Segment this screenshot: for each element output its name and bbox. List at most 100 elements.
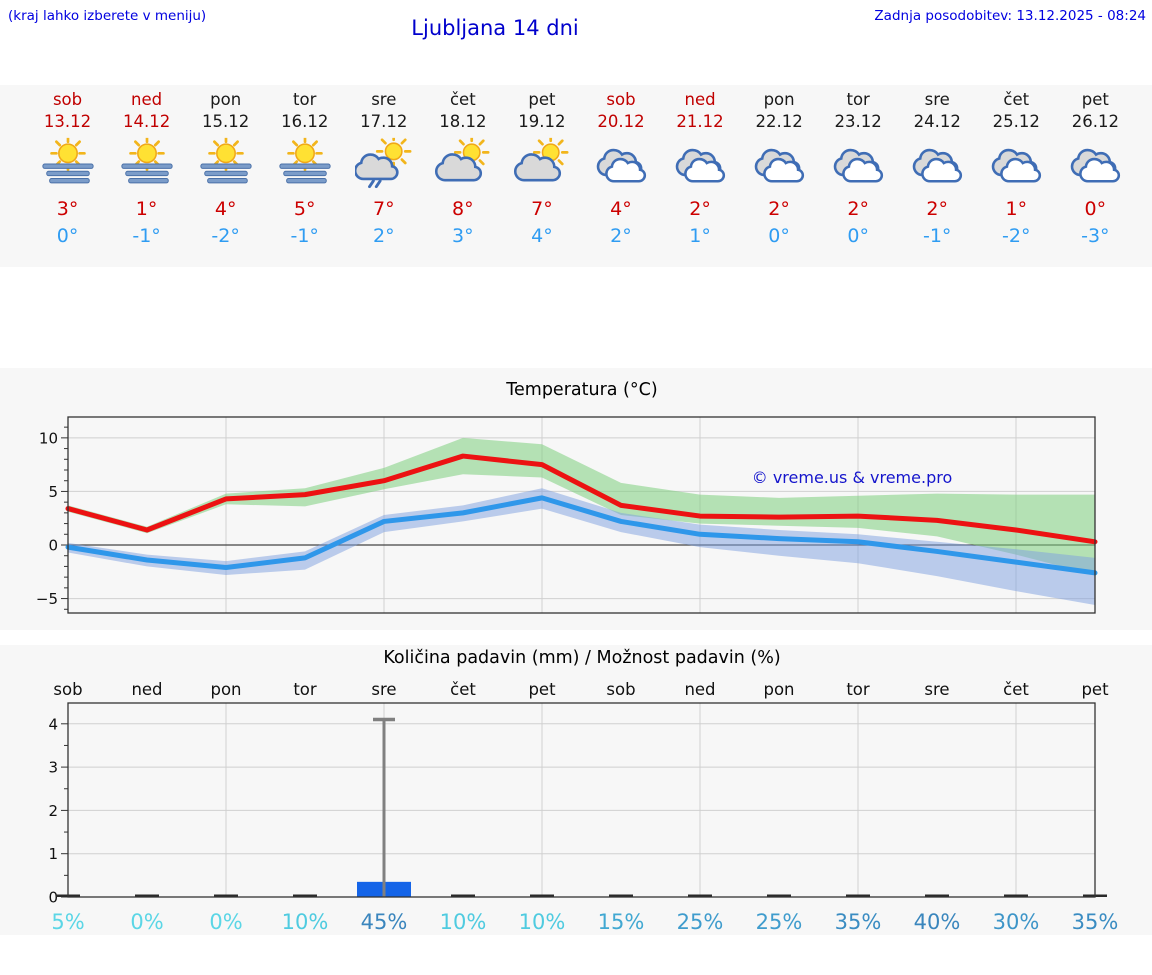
day-date: 14.12 [122, 112, 171, 131]
precipitation-section: Količina padavin (mm) / Možnost padavin … [0, 645, 1152, 935]
page-title: Ljubljana 14 dni [411, 16, 579, 40]
precip-probability-label: 0% [130, 910, 163, 934]
forecast-day[interactable]: pet 26.12 0° -3° [1056, 89, 1135, 251]
y-axis-tick-label: 2 [48, 802, 58, 820]
precipitation-chart-title: Količina padavin (mm) / Možnost padavin … [383, 648, 781, 668]
sun-cloud-icon [502, 135, 581, 193]
low-temp: 4° [531, 225, 553, 247]
y-axis-tick-label: 0 [48, 537, 58, 555]
day-date: 26.12 [1071, 112, 1119, 131]
day-name: sre [924, 90, 950, 109]
forecast-day[interactable]: čet 25.12 1° -2° [977, 89, 1056, 251]
low-temp: -2° [1002, 225, 1031, 247]
day-axis-label: pon [763, 680, 794, 699]
high-temp: 1° [135, 198, 158, 220]
sun-fog-icon [107, 135, 186, 193]
day-axis-label: sre [371, 680, 396, 699]
cloudy-icon [977, 135, 1056, 193]
high-temp: 2° [768, 198, 790, 220]
cloudy-icon [661, 135, 740, 193]
cloudy-icon [1056, 135, 1135, 193]
precip-probability-label: 0% [209, 910, 242, 934]
precip-probability-label: 25% [756, 910, 803, 934]
menu-hint-text: (kraj lahko izberete v meniju) [8, 8, 207, 24]
zero-precipitation-mark [1004, 894, 1028, 897]
cloudy-icon [898, 135, 977, 193]
forecast-day[interactable]: pon 22.12 2° 0° [740, 89, 819, 251]
day-date: 24.12 [913, 112, 961, 131]
cloudy-icon [819, 135, 898, 193]
high-temp: 0° [1084, 198, 1107, 220]
zero-precipitation-mark [451, 894, 475, 897]
precip-probability-label: 10% [440, 910, 487, 934]
zero-precipitation-mark [135, 894, 159, 897]
min-temp-line [65, 495, 1098, 576]
high-temp: 2° [926, 198, 949, 220]
high-temp: 2° [847, 198, 869, 220]
day-name: tor [293, 90, 317, 109]
day-name: čet [449, 90, 476, 109]
high-temp: 4° [214, 198, 237, 220]
day-date: 21.12 [676, 112, 724, 131]
day-name: sob [606, 90, 636, 109]
precip-probability-label: 5% [51, 910, 84, 934]
day-axis-label: tor [293, 680, 317, 699]
y-axis-tick-label: 10 [39, 429, 58, 447]
low-temp: 0° [847, 225, 869, 247]
sun-cloud-icon [423, 135, 502, 193]
forecast-day[interactable]: sre 17.12 7° 2° [344, 89, 423, 251]
forecast-day[interactable]: sob 13.12 3° 0° [28, 89, 107, 251]
temperature-chart-title: Temperatura (°C) [506, 380, 658, 400]
zero-precipitation-mark [925, 894, 949, 897]
watermark-text: © vreme.us & vreme.pro [752, 468, 953, 487]
forecast-day[interactable]: ned 21.12 2° 1° [661, 89, 740, 251]
day-name: sob [52, 90, 83, 109]
forecast-day[interactable]: ned 14.12 1° -1° [107, 89, 186, 251]
low-temp: 3° [452, 225, 474, 247]
low-temp: 0° [56, 225, 79, 247]
high-temp: 4° [610, 198, 632, 220]
precip-probability-label: 15% [598, 910, 645, 934]
day-axis-label: ned [684, 680, 715, 699]
y-axis-tick-label: 5 [48, 483, 58, 501]
day-name: pet [528, 90, 556, 109]
day-name: sre [371, 90, 397, 109]
sun-fog-icon [265, 135, 344, 193]
forecast-day[interactable]: pet 19.12 7° 4° [502, 89, 581, 251]
forecast-day[interactable]: tor 23.12 2° 0° [819, 89, 898, 251]
day-date: 17.12 [360, 112, 408, 131]
day-date: 13.12 [43, 112, 92, 131]
zero-precipitation-mark [846, 894, 870, 897]
day-axis-label: čet [450, 680, 476, 699]
day-name: pon [210, 90, 242, 109]
low-temp: -1° [132, 225, 161, 247]
y-axis-tick-label: 3 [48, 759, 58, 777]
y-axis-tick-label: 0 [48, 889, 58, 907]
high-temp: 1° [1005, 198, 1028, 220]
temperature-section: Temperatura (°C) −5 0 5 10 © vreme.us & vrem… [0, 368, 1152, 630]
precip-probability-label: 10% [519, 910, 566, 934]
day-name: ned [684, 90, 716, 109]
low-temp: 1° [689, 225, 711, 247]
forecast-day[interactable]: pon 15.12 4° -2° [186, 89, 265, 251]
high-temp: 5° [293, 198, 316, 220]
forecast-day[interactable]: čet 18.12 8° 3° [423, 89, 502, 251]
y-axis-tick-label: −5 [36, 590, 58, 608]
y-axis-tick-label: 1 [48, 845, 58, 863]
day-axis-label: sob [53, 680, 82, 699]
day-name: tor [846, 90, 870, 109]
precip-probability-label: 40% [914, 910, 961, 934]
high-temp: 8° [452, 198, 474, 220]
high-temp: 2° [689, 198, 711, 220]
temperature-chart: −5 0 5 10 © vreme.us & vreme.pro [36, 416, 1098, 614]
low-temp: 2° [372, 225, 395, 247]
forecast-day[interactable]: sre 24.12 2° -1° [898, 89, 977, 251]
forecast-day[interactable]: sob 20.12 4° 2° [581, 89, 660, 251]
day-axis-label: čet [1003, 680, 1029, 699]
sun-cloud-rain-icon [344, 135, 423, 193]
forecast-day[interactable]: tor 16.12 5° -1° [265, 89, 344, 251]
day-date: 16.12 [281, 112, 329, 131]
zero-precipitation-mark [214, 894, 238, 897]
day-axis-label: pet [528, 680, 556, 699]
